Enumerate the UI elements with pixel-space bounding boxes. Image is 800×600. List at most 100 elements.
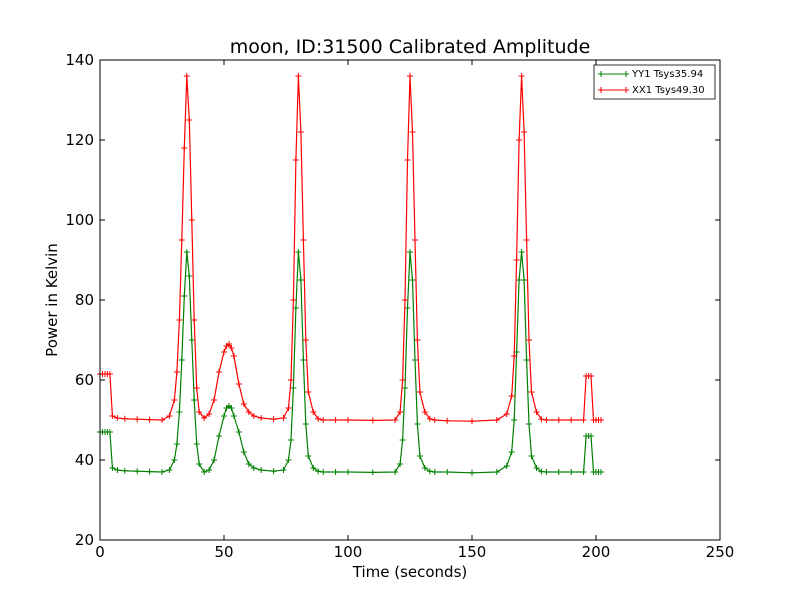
data-point-marker: [258, 467, 265, 473]
data-point-marker: [409, 129, 416, 135]
data-point-marker: [288, 377, 294, 383]
data-point-marker: [181, 145, 188, 151]
data-point-marker: [173, 441, 180, 447]
y-tick-label: 80: [75, 291, 94, 309]
data-point-marker: [469, 469, 475, 476]
y-tick-label: 60: [75, 371, 94, 389]
data-point-marker: [416, 453, 423, 459]
data-point-marker: [258, 415, 265, 421]
data-point-marker: [302, 337, 309, 343]
data-point-marker: [191, 397, 198, 403]
data-point-marker: [402, 297, 408, 303]
data-point-marker: [404, 157, 411, 163]
data-point-marker: [292, 305, 299, 311]
data-point-marker: [285, 405, 292, 411]
data-point-marker: [121, 467, 128, 474]
data-point-marker: [280, 467, 287, 473]
x-tick-label: 200: [582, 543, 611, 561]
data-point-marker: [369, 417, 376, 424]
data-point-marker: [216, 369, 222, 375]
data-point-marker: [134, 416, 141, 423]
data-point-marker: [469, 418, 475, 425]
data-point-marker: [297, 277, 304, 283]
data-point-marker: [320, 469, 327, 475]
data-point-marker: [421, 465, 428, 471]
data-point-marker: [315, 468, 322, 475]
legend-marker-yy1: [598, 71, 629, 77]
data-point-marker: [598, 417, 604, 423]
data-point-marker: [416, 389, 423, 395]
data-point-marker: [402, 385, 408, 391]
data-point-marker: [588, 373, 594, 379]
data-point-marker: [503, 463, 510, 469]
data-point-marker: [288, 437, 294, 443]
data-point-marker: [228, 405, 235, 411]
data-point-marker: [300, 237, 307, 243]
data-point-marker: [526, 337, 532, 343]
data-point-marker: [345, 469, 351, 475]
data-point-marker: [305, 389, 312, 395]
data-point-marker: [315, 415, 322, 422]
data-point-marker: [518, 249, 525, 255]
data-point-marker: [106, 371, 113, 377]
data-point-marker: [392, 469, 399, 475]
data-point-marker: [188, 217, 195, 223]
y-tick-label: 40: [75, 451, 94, 469]
data-point-marker: [523, 237, 530, 243]
data-point-marker: [412, 357, 418, 363]
data-point-marker: [226, 341, 232, 347]
legend: YY1 Tsys35.94 XX1 Tsys49.30: [593, 64, 716, 100]
data-point-marker: [407, 73, 413, 79]
data-point-marker: [109, 413, 116, 419]
data-point-marker: [528, 389, 535, 395]
legend-marker-xx1: [598, 87, 629, 93]
data-point-marker: [404, 305, 411, 311]
data-point-marker: [511, 417, 518, 423]
data-point-marker: [171, 397, 178, 403]
data-point-marker: [555, 469, 562, 475]
data-point-marker: [166, 413, 173, 419]
data-point-marker: [543, 469, 550, 475]
data-point-marker: [173, 369, 180, 375]
data-point-marker: [345, 417, 351, 423]
data-point-marker: [183, 249, 190, 255]
data-point-marker: [230, 413, 237, 419]
data-point-marker: [245, 409, 252, 415]
data-point-marker: [493, 469, 500, 475]
data-point-marker: [320, 417, 327, 423]
data-point-marker: [196, 461, 203, 467]
y-tick-label: 100: [65, 211, 94, 229]
data-point-marker: [533, 409, 540, 415]
y-axis-label: Power in Kelvin: [43, 243, 61, 357]
y-tick-label: 20: [75, 531, 94, 549]
data-point-marker: [526, 421, 532, 427]
data-point-marker: [121, 415, 128, 422]
data-point-marker: [270, 416, 277, 423]
data-point-marker: [426, 415, 433, 422]
data-point-marker: [508, 393, 515, 399]
data-point-marker: [412, 237, 418, 243]
data-point-marker: [114, 415, 121, 421]
data-point-marker: [250, 413, 257, 419]
legend-entry-yy1: YY1 Tsys35.94: [598, 69, 703, 80]
data-point-marker: [431, 417, 438, 423]
data-point-marker: [588, 433, 594, 439]
series-xx1: [97, 73, 604, 425]
data-point-marker: [240, 449, 247, 455]
data-point-marker: [310, 409, 317, 415]
data-point-marker: [409, 277, 416, 283]
data-point-marker: [511, 353, 518, 359]
data-point-marker: [235, 381, 242, 387]
data-point-marker: [580, 469, 587, 475]
legend-label-xx1: XX1 Tsys49.30: [632, 85, 705, 96]
series-yy1: [97, 249, 604, 476]
data-point-marker: [292, 157, 299, 163]
data-point-marker: [290, 297, 297, 303]
plot-series: [97, 73, 604, 476]
data-point-marker: [188, 337, 195, 343]
data-point-marker: [305, 453, 312, 459]
data-point-marker: [216, 433, 222, 439]
data-point-marker: [193, 441, 200, 447]
data-point-marker: [332, 469, 339, 475]
